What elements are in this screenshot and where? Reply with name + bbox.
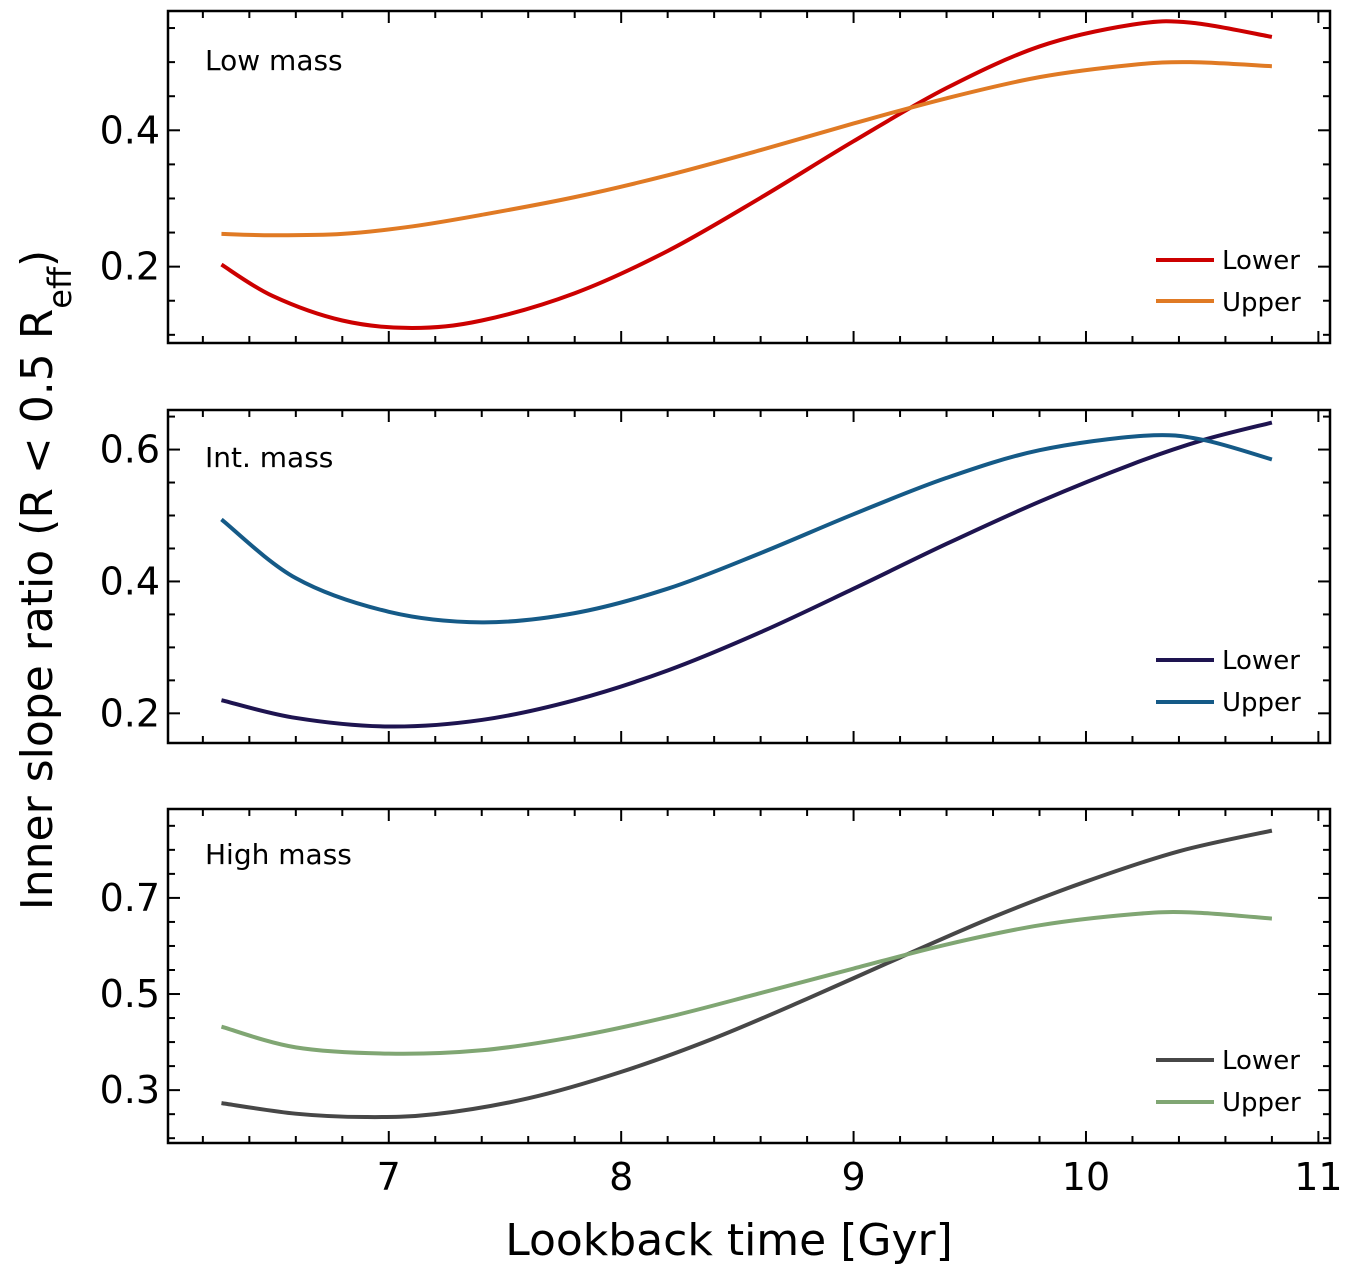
ytick-label-high-mass-0: 0.3 (100, 1068, 160, 1112)
panel-high-mass: 0.3 0.5 0.7 High mass Lower Upper (100, 807, 1332, 1145)
panel-low-mass-legend: Lower Upper (1156, 246, 1301, 318)
y-axis-title: Inner slope ratio (R < 0.5 Reff) (12, 250, 79, 910)
panel-int-mass-ticks (168, 410, 1330, 743)
xtick-label-3: 10 (1062, 1155, 1110, 1199)
series-int-mass-lower (220, 420, 1273, 729)
panel-high-mass-legend: Lower Upper (1156, 1046, 1301, 1118)
legend-high-mass-upper-label: Upper (1222, 1088, 1301, 1118)
y-axis-title-sub: eff (41, 266, 79, 309)
legend-low-mass-lower-label: Lower (1222, 246, 1300, 276)
series-high-mass-lower (221, 828, 1273, 1120)
legend-high-mass-lower-label: Lower (1222, 1046, 1300, 1076)
xtick-label-4: 11 (1294, 1155, 1342, 1199)
legend-int-mass-upper-label: Upper (1222, 688, 1301, 718)
ytick-label-low-mass-0: 0.2 (100, 245, 160, 289)
panel-high-mass-label: High mass (205, 838, 352, 871)
legend-low-mass-upper-label: Upper (1222, 288, 1301, 318)
panel-high-mass-series (220, 828, 1273, 1120)
panel-low-mass-label: Low mass (205, 44, 343, 77)
panel-int-mass-ytick-labels: 0.2 0.4 0.6 (100, 428, 160, 736)
panel-int-mass-frame (166, 408, 1332, 745)
legend-int-mass-lower-label: Lower (1222, 646, 1300, 676)
xtick-label-1: 8 (609, 1155, 633, 1199)
ytick-label-high-mass-2: 0.7 (100, 876, 160, 920)
panel-high-mass-frame (166, 807, 1332, 1145)
panel-low-mass-ytick-labels: 0.2 0.4 (100, 108, 160, 288)
panel-int-mass-label: Int. mass (205, 441, 333, 474)
panel-int-mass: 0.2 0.4 0.6 Int. mass Lower Upper (100, 408, 1332, 745)
y-axis-title-main: Inner slope ratio (R < 0.5 R (12, 309, 63, 911)
ytick-label-int-mass-0: 0.2 (100, 691, 160, 735)
series-low-mass-upper (221, 60, 1273, 238)
panel-high-mass-ytick-labels: 0.3 0.5 0.7 (100, 876, 160, 1112)
panel-int-mass-series (220, 420, 1273, 729)
y-axis-title-close: ) (12, 250, 63, 267)
panel-low-mass-frame (166, 9, 1332, 345)
series-int-mass-upper (220, 433, 1273, 625)
xtick-label-2: 9 (841, 1155, 865, 1199)
xtick-label-0: 7 (377, 1155, 401, 1199)
ytick-label-high-mass-1: 0.5 (100, 972, 160, 1016)
x-axis-title: Lookback time [Gyr] (505, 1215, 953, 1266)
ytick-label-int-mass-2: 0.6 (100, 428, 160, 472)
series-low-mass-lower (220, 19, 1273, 330)
ytick-label-int-mass-1: 0.4 (100, 559, 160, 603)
panel-low-mass-series (220, 19, 1273, 330)
ytick-label-low-mass-1: 0.4 (100, 108, 160, 152)
x-tick-labels: 7 8 9 10 11 (377, 1155, 1343, 1199)
panel-int-mass-legend: Lower Upper (1156, 646, 1301, 718)
panel-low-mass: 0.2 0.4 Low mass Lower Upper (100, 9, 1332, 345)
series-high-mass-upper (220, 910, 1273, 1056)
